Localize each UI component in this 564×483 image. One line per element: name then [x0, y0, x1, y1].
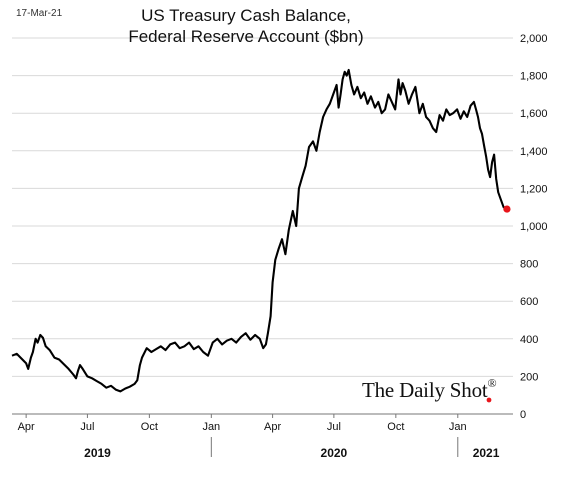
registered-mark: ® — [487, 376, 497, 390]
watermark-dot — [486, 397, 492, 403]
year-label: 2019 — [84, 446, 111, 460]
date-stamp: 17-Mar-21 — [16, 8, 63, 19]
y-tick-label: 400 — [520, 334, 538, 346]
x-tick-label: Apr — [18, 421, 35, 433]
x-tick-label: Apr — [264, 421, 281, 433]
chart-title: US Treasury Cash Balance, — [141, 6, 351, 25]
y-tick-label: 200 — [520, 371, 538, 383]
year-label: 2020 — [321, 446, 348, 460]
x-tick-label: Jan — [202, 421, 220, 433]
x-axis: Apr Jul Oct Jan Apr Jul Oct Jan 2019 2020 2021 — [12, 413, 513, 460]
y-tick-label: 1,800 — [520, 71, 548, 83]
year-label: 2021 — [473, 446, 500, 460]
y-tick-label: 1,400 — [520, 146, 548, 158]
y-tick-label: 800 — [520, 259, 538, 271]
y-tick-label: 1,000 — [520, 221, 548, 233]
x-tick-label: Jan — [449, 421, 467, 433]
last-value-marker — [503, 205, 511, 213]
series-line-treasury-cash-balance — [11, 68, 508, 393]
y-tick-label: 600 — [520, 296, 538, 308]
x-tick-label: Oct — [141, 421, 158, 433]
y-tick-label: 1,600 — [520, 108, 548, 120]
y-tick-label: 2,000 — [520, 33, 548, 45]
y-gridlines — [12, 37, 513, 377]
y-axis: 0 200 400 600 800 1,000 1,200 1,400 1,600 1,800 2,… — [520, 33, 548, 421]
x-tick-label: Jul — [80, 421, 94, 433]
watermark-text: The Daily Shot — [362, 378, 488, 402]
x-tick-label: Jul — [327, 421, 341, 433]
watermark-logo: The Daily Shot® — [362, 376, 497, 403]
y-tick-label: 0 — [520, 409, 526, 421]
x-tick-label: Oct — [387, 421, 404, 433]
y-tick-label: 1,200 — [520, 183, 548, 195]
chart-subtitle: Federal Reserve Account ($bn) — [128, 27, 364, 46]
